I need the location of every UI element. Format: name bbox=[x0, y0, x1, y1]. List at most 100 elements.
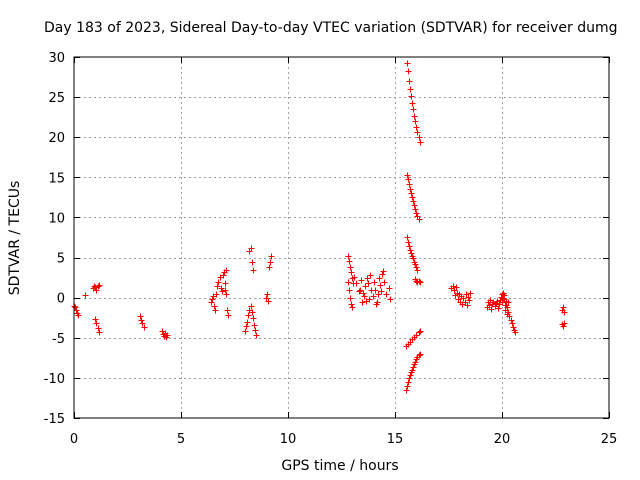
y-tick-label: -5 bbox=[52, 332, 65, 347]
data-point bbox=[212, 307, 219, 314]
data-point bbox=[464, 302, 471, 309]
data-point bbox=[268, 253, 275, 260]
data-point bbox=[407, 247, 414, 254]
data-point bbox=[353, 280, 360, 287]
data-point bbox=[381, 279, 388, 286]
data-point bbox=[225, 312, 232, 319]
data-point bbox=[416, 278, 423, 285]
data-point bbox=[404, 60, 411, 67]
x-axis-label: GPS time / hours bbox=[281, 458, 398, 474]
data-point bbox=[248, 245, 255, 252]
data-point bbox=[72, 304, 79, 311]
data-point bbox=[407, 186, 414, 193]
data-point bbox=[378, 288, 385, 295]
data-point bbox=[467, 290, 474, 297]
data-point bbox=[502, 307, 509, 314]
data-point bbox=[249, 259, 256, 266]
data-point bbox=[367, 272, 374, 279]
data-point bbox=[500, 295, 507, 302]
chart-title: Day 183 of 2023, Sidereal Day-to-day VTE… bbox=[44, 20, 618, 36]
data-point bbox=[208, 299, 215, 306]
data-point bbox=[465, 294, 472, 301]
data-point bbox=[377, 282, 384, 289]
data-point bbox=[365, 280, 372, 287]
data-point bbox=[219, 288, 226, 295]
data-point bbox=[404, 383, 411, 390]
data-point bbox=[139, 320, 146, 327]
data-point bbox=[387, 296, 394, 303]
y-axis-label: SDTVAR / TECUs bbox=[7, 181, 23, 296]
y-tick-label: 20 bbox=[48, 131, 65, 146]
data-point bbox=[375, 291, 382, 298]
data-point bbox=[252, 327, 259, 334]
data-point bbox=[450, 283, 457, 290]
data-point bbox=[93, 320, 100, 327]
data-point bbox=[416, 134, 423, 141]
data-point bbox=[361, 293, 368, 300]
y-tick-label: 5 bbox=[57, 252, 65, 267]
data-point bbox=[222, 287, 229, 294]
data-point bbox=[92, 316, 99, 323]
data-point bbox=[347, 295, 354, 302]
data-point bbox=[138, 317, 145, 324]
data-point bbox=[416, 329, 423, 336]
data-point bbox=[409, 367, 416, 374]
data-point bbox=[96, 282, 103, 289]
y-tick-label: 30 bbox=[48, 51, 65, 66]
data-point bbox=[410, 106, 417, 113]
data-point bbox=[405, 239, 412, 246]
data-point bbox=[253, 332, 260, 339]
data-point bbox=[561, 309, 568, 316]
data-point bbox=[250, 267, 257, 274]
data-point bbox=[561, 320, 568, 327]
data-point bbox=[417, 351, 424, 358]
data-point bbox=[224, 307, 231, 314]
data-point bbox=[406, 243, 413, 250]
data-point bbox=[213, 291, 220, 298]
data-point bbox=[407, 86, 414, 93]
x-tick-label: 20 bbox=[494, 432, 511, 447]
axis-ticks: 0 5 10 15 20 25 -15 -10 -5 0 5 10 15 20 25 30 bbox=[44, 51, 618, 447]
y-tick-label: 0 bbox=[57, 292, 65, 307]
data-point bbox=[404, 234, 411, 241]
data-point bbox=[371, 279, 378, 286]
data-point bbox=[374, 299, 381, 306]
data-point bbox=[509, 320, 516, 327]
data-point bbox=[356, 288, 363, 295]
plot-frame bbox=[73, 56, 610, 419]
data-point bbox=[251, 322, 258, 329]
data-point bbox=[406, 78, 413, 85]
data-point bbox=[376, 275, 383, 282]
data-point bbox=[243, 323, 250, 330]
data-point bbox=[380, 268, 387, 275]
data-point bbox=[413, 210, 420, 217]
data-point bbox=[560, 304, 567, 311]
x-tick-label: 0 bbox=[70, 432, 78, 447]
data-point bbox=[360, 290, 367, 297]
data-point bbox=[348, 269, 355, 276]
data-point bbox=[250, 315, 257, 322]
data-point bbox=[266, 264, 273, 271]
data-point bbox=[466, 297, 473, 304]
data-point bbox=[351, 274, 358, 281]
data-point bbox=[495, 305, 502, 312]
y-tick-label: 10 bbox=[48, 211, 65, 226]
data-point bbox=[412, 206, 419, 213]
data-point bbox=[93, 287, 100, 294]
data-point bbox=[222, 280, 229, 287]
data-points bbox=[71, 60, 568, 394]
data-point bbox=[414, 267, 421, 274]
data-point bbox=[386, 285, 393, 292]
x-tick-label: 10 bbox=[280, 432, 297, 447]
data-point bbox=[413, 264, 420, 271]
data-point bbox=[490, 299, 497, 306]
data-point bbox=[414, 129, 421, 136]
data-point bbox=[223, 291, 230, 298]
data-point bbox=[211, 303, 218, 310]
y-tick-label: -10 bbox=[44, 372, 65, 387]
data-point bbox=[218, 285, 225, 292]
data-point bbox=[410, 255, 417, 262]
data-point bbox=[248, 303, 255, 310]
data-point bbox=[510, 324, 517, 331]
data-point bbox=[416, 352, 423, 359]
